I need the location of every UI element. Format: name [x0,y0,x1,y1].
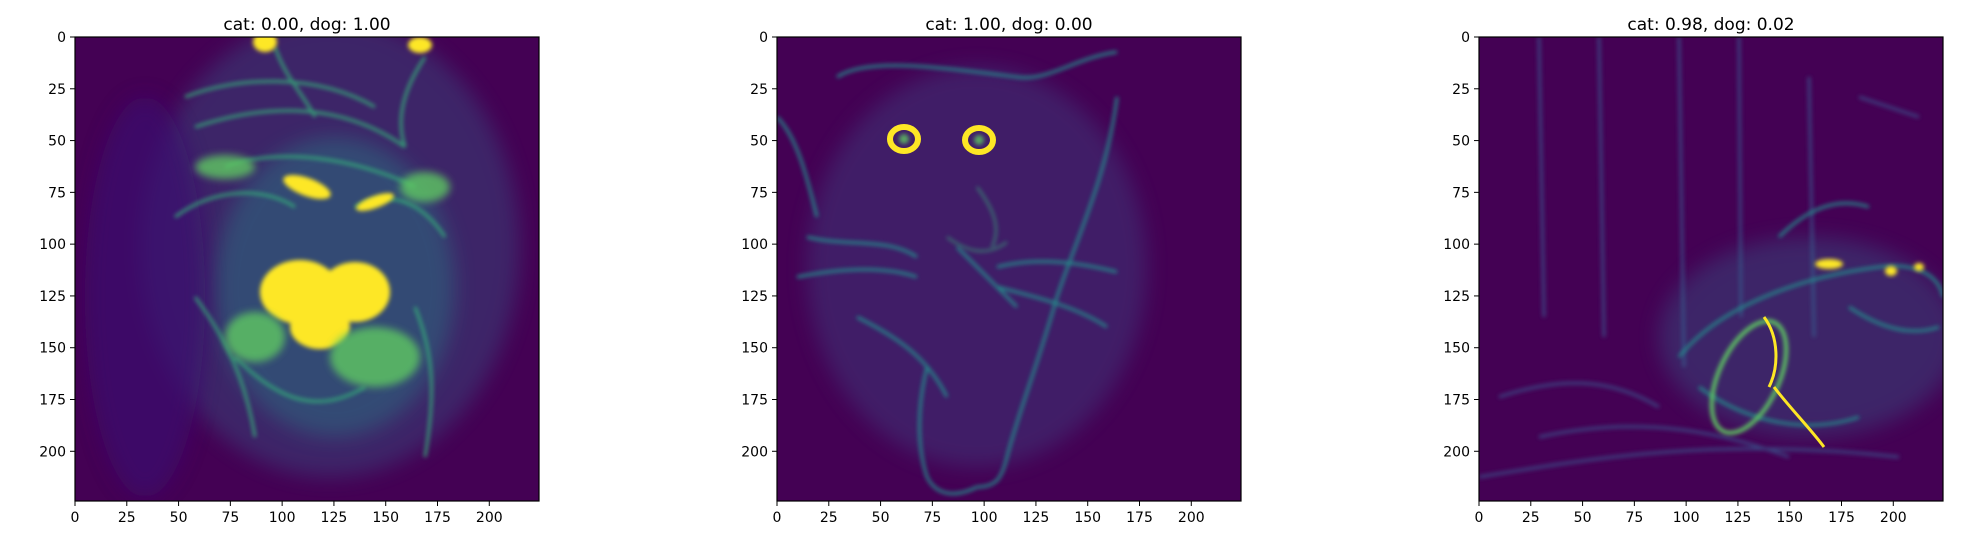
y-tick-label: 75 [750,185,768,201]
x-tick-label: 50 [1574,510,1592,526]
x-tick-label: 125 [1725,510,1752,526]
y-tick-label: 150 [39,341,66,357]
heatmap-panel-2: cat: 1.00, dog: 0.00 [741,15,1242,526]
y-tick-label: 175 [39,393,66,409]
panel-title: cat: 0.00, dog: 1.00 [223,15,390,35]
x-tick-label: 200 [476,510,503,526]
heatmap-image [777,37,1241,501]
y-tick-label: 200 [741,444,768,460]
x-tick-label: 175 [1828,510,1855,526]
y-tick-label: 50 [48,134,66,150]
y-tick-label: 75 [1452,185,1470,201]
x-tick-label: 0 [71,510,80,526]
x-tick-label: 175 [424,510,451,526]
x-tick-label: 100 [269,510,296,526]
heatmap-image [1479,37,1943,501]
x-tick-label: 100 [1673,510,1700,526]
panel-title: cat: 1.00, dog: 0.00 [925,15,1092,35]
heatmap-panel-1: cat: 0.00, dog: 1.00 [39,15,540,526]
y-tick-label: 125 [741,289,768,305]
x-tick-label: 75 [221,510,239,526]
y-tick-label: 175 [1443,393,1470,409]
panel-title: cat: 0.98, dog: 0.02 [1627,15,1794,35]
y-tick-label: 200 [1443,444,1470,460]
heatmap-panel-3: cat: 0.98, dog: 0.02 [1443,15,1944,526]
x-tick-label: 125 [321,510,348,526]
y-tick-label: 50 [1452,134,1470,150]
y-tick-label: 0 [57,30,66,46]
y-tick-label: 150 [741,341,768,357]
y-tick-label: 50 [750,134,768,150]
x-tick-label: 50 [170,510,188,526]
y-tick-label: 75 [48,185,66,201]
y-tick-label: 100 [1443,237,1470,253]
x-tick-label: 150 [1776,510,1803,526]
y-tick-label: 0 [759,30,768,46]
y-tick-label: 100 [741,237,768,253]
x-tick-label: 100 [971,510,998,526]
y-tick-label: 150 [1443,341,1470,357]
x-tick-label: 25 [1522,510,1540,526]
y-tick-label: 25 [48,82,66,98]
x-tick-label: 200 [1880,510,1907,526]
x-tick-label: 200 [1178,510,1205,526]
y-tick-label: 125 [39,289,66,305]
x-tick-label: 50 [872,510,890,526]
y-tick-label: 125 [1443,289,1470,305]
x-tick-label: 25 [118,510,136,526]
y-tick-label: 25 [750,82,768,98]
x-tick-label: 75 [1625,510,1643,526]
x-tick-label: 175 [1126,510,1153,526]
y-tick-label: 200 [39,444,66,460]
heatmap-image [75,37,539,501]
x-tick-label: 125 [1023,510,1050,526]
x-tick-label: 75 [923,510,941,526]
x-tick-label: 150 [1074,510,1101,526]
y-tick-label: 100 [39,237,66,253]
x-tick-label: 25 [820,510,838,526]
x-tick-label: 150 [372,510,399,526]
x-tick-label: 0 [773,510,782,526]
y-tick-label: 0 [1461,30,1470,46]
x-tick-label: 0 [1475,510,1484,526]
y-tick-label: 175 [741,393,768,409]
y-tick-label: 25 [1452,82,1470,98]
